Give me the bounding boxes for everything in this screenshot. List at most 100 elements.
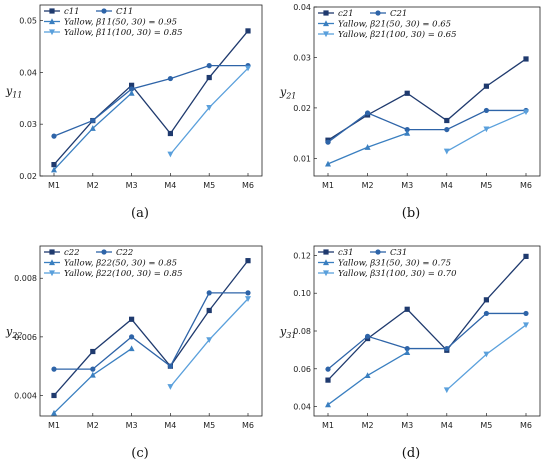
legend-entry: Yallow, β11(50, 30) = 0.95 — [64, 17, 177, 28]
data-point — [89, 371, 96, 378]
legend-marker — [49, 270, 55, 277]
x-tick-label: M2 — [362, 421, 374, 430]
data-point — [443, 387, 450, 394]
legend-entry: C21 — [390, 9, 407, 19]
series-line — [327, 255, 527, 381]
data-point — [483, 107, 489, 114]
data-point — [325, 366, 331, 372]
data-point — [206, 290, 212, 296]
legend-marker — [323, 31, 329, 38]
series-line — [327, 58, 527, 141]
y-tick-label: 0.06 — [293, 365, 311, 374]
legend-marker — [375, 10, 381, 16]
data-point — [51, 166, 57, 173]
data-point — [245, 296, 251, 302]
x-tick-label: M2 — [87, 421, 99, 430]
x-tick-label: M5 — [203, 421, 215, 430]
x-tick-label: M1 — [48, 421, 60, 430]
y-tick-label: 0.006 — [14, 333, 37, 342]
y-tick-label: 0.03 — [19, 120, 37, 129]
legend-entry: c31 — [338, 248, 354, 258]
legend-entry: Yallow, β22(100, 30) = 0.85 — [64, 268, 183, 279]
data-point — [167, 75, 173, 82]
y-tick-label: 0.01 — [293, 154, 311, 163]
x-tick-label: M6 — [520, 421, 532, 430]
data-point — [483, 297, 489, 303]
y-tick-label: 0.04 — [293, 3, 311, 12]
legend-marker — [323, 259, 329, 266]
legend-marker — [323, 20, 329, 27]
data-point — [404, 129, 411, 136]
data-point — [245, 290, 251, 296]
data-point — [325, 139, 331, 145]
data-point — [443, 148, 450, 155]
data-point — [129, 334, 135, 340]
series-2 — [325, 310, 529, 372]
y-tick-label: 0.12 — [293, 251, 311, 260]
data-point — [483, 310, 489, 317]
y-axis-label: y31 — [279, 325, 296, 340]
legend-entry: Yallow, β22(50, 30) = 0.85 — [64, 258, 177, 269]
data-point — [523, 322, 529, 329]
data-point — [444, 126, 450, 133]
data-point — [523, 56, 529, 62]
y-tick-label: 0.02 — [19, 172, 37, 181]
legend-entry: Yallow, β31(50, 30) = 0.75 — [338, 258, 451, 269]
series-line — [53, 260, 249, 396]
legend-marker — [323, 10, 329, 16]
x-tick-label: M6 — [242, 421, 254, 430]
y-tick-label: 0.04 — [19, 68, 37, 77]
y-tick-label: 0.04 — [293, 403, 311, 412]
data-point — [129, 82, 135, 88]
series-line — [53, 64, 248, 137]
data-point — [444, 117, 450, 124]
data-point — [51, 392, 57, 399]
legend-entry: c21 — [338, 9, 354, 19]
series-3 — [51, 345, 135, 416]
series-line — [327, 109, 526, 143]
data-point — [206, 337, 213, 343]
legend-marker — [101, 249, 107, 255]
legend-marker — [49, 259, 55, 266]
data-point — [89, 125, 96, 131]
series-line — [53, 30, 249, 166]
series-2 — [325, 107, 529, 145]
legend-entry: c11 — [64, 7, 80, 17]
data-point — [206, 307, 212, 314]
series-line — [169, 67, 249, 155]
y-tick-label: 0.08 — [293, 327, 311, 336]
data-point — [365, 333, 371, 339]
data-point — [90, 117, 96, 124]
series-1 — [51, 28, 251, 168]
x-tick-label: M5 — [203, 181, 215, 190]
x-tick-label: M3 — [126, 181, 138, 190]
legend-entry: Yallow, β21(50, 30) = 0.65 — [338, 19, 451, 30]
y-axis-label: y22 — [5, 325, 22, 340]
series-3 — [325, 129, 411, 167]
legend-marker — [49, 18, 55, 25]
data-point — [167, 151, 174, 158]
y-tick-label: 0.03 — [293, 53, 311, 62]
x-tick-label: M2 — [362, 181, 374, 190]
data-point — [90, 366, 96, 372]
data-point — [51, 409, 57, 416]
data-point — [404, 126, 410, 133]
data-point — [483, 126, 490, 133]
chart-panel-4: M1 M2 M3 M4 M5 M6 0.04 0.06 0.08 0.10 0.12 y31 c31 C3… — [279, 245, 541, 461]
data-point — [325, 377, 331, 383]
data-point — [404, 90, 410, 96]
series-line — [54, 292, 248, 370]
panel-label: (b) — [402, 206, 420, 221]
series-2 — [51, 63, 251, 139]
y-tick-label: 0.02 — [293, 104, 311, 113]
x-tick-label: M4 — [164, 181, 176, 190]
data-point — [167, 363, 173, 369]
legend-marker — [323, 249, 329, 255]
y-tick-label: 0.05 — [19, 17, 37, 26]
x-tick-label: M3 — [126, 421, 138, 430]
x-tick-label: M5 — [480, 181, 492, 190]
legend-entry: C31 — [390, 248, 407, 258]
